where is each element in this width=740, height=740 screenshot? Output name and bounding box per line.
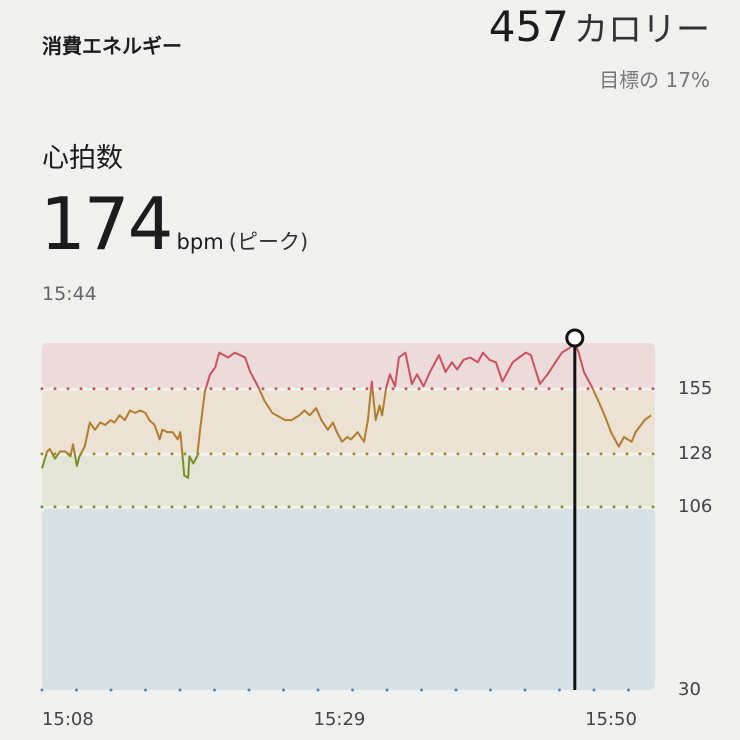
calories-row: 457 カロリー [489, 2, 710, 51]
peak-marker [565, 328, 585, 348]
peak-row: 174 bpm (ピーク) [40, 182, 308, 266]
x-tick-label: 15:29 [314, 709, 366, 730]
calories-value: 457 [488, 2, 569, 51]
zone [42, 455, 655, 506]
energy-title: 消費エネルギー [42, 34, 182, 58]
zone [42, 343, 655, 388]
x-tick-label: 15:50 [585, 709, 637, 730]
heart-title: 心拍数 [42, 143, 123, 174]
calories-unit: カロリー [574, 10, 710, 50]
goal: 目標の 17% [599, 68, 710, 92]
zone [42, 390, 655, 453]
y-tick-label: 30 [678, 679, 701, 700]
y-tick-label: 128 [678, 443, 712, 464]
peak-value: 174 [40, 182, 173, 266]
peak-unit: bpm [176, 230, 224, 254]
y-tick-label: 155 [678, 378, 712, 399]
zone [42, 508, 655, 690]
x-tick-label: 15:08 [42, 709, 94, 730]
peak-note: (ピーク) [228, 230, 309, 254]
y-tick-label: 106 [678, 496, 712, 517]
time: 15:44 [42, 283, 97, 305]
hr-line [41, 342, 652, 479]
